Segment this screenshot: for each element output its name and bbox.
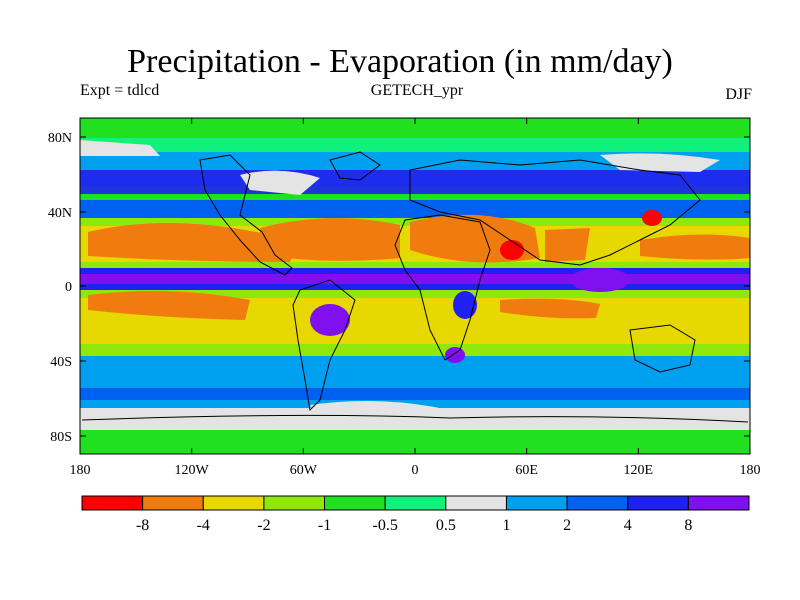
season-label: DJF — [725, 86, 752, 103]
colorbar-label: 8 — [684, 517, 692, 534]
colorbar-swatch — [81, 495, 144, 511]
lat-tick-label: 40N — [48, 206, 72, 221]
dataset-label: GETECH_ypr — [370, 82, 464, 99]
colorbar-label: -2 — [257, 517, 270, 534]
colorbar-label: 4 — [624, 517, 632, 534]
colorbar-swatch — [324, 495, 386, 511]
lon-tick-label: 60W — [290, 463, 318, 478]
lon-tick-label: 60E — [515, 463, 538, 478]
lon-tick-label: 120E — [624, 463, 654, 478]
colorbar-label: 1 — [502, 517, 510, 534]
experiment-label: Expt = tdlcd — [80, 82, 160, 99]
colorbar-swatch — [445, 495, 507, 511]
map-plot — [80, 118, 750, 454]
colorbar-swatch — [384, 495, 447, 511]
lon-tick-label: 180 — [740, 463, 761, 478]
colorbar-swatch — [263, 495, 326, 511]
colorbar-swatch — [202, 495, 265, 511]
colorbar-label: 2 — [563, 517, 571, 534]
colorbar-swatch — [627, 495, 689, 511]
lat-tick-label: 80N — [48, 131, 72, 146]
colorbar-label: -8 — [136, 517, 149, 534]
colorbar-label: 0.5 — [436, 517, 456, 534]
latitude-axis: 80N 40N 0 40S 80S — [48, 131, 750, 445]
longitude-axis: 180 120W 60W 0 60E 120E 180 — [70, 118, 761, 478]
colorbar-label: -0.5 — [373, 517, 398, 534]
colorbar-label: -4 — [197, 517, 210, 534]
colorbar-swatch — [505, 495, 568, 511]
colorbar-swatch — [687, 495, 750, 511]
lon-tick-label: 120W — [175, 463, 210, 478]
colorbar-swatch — [142, 495, 204, 511]
colorbar: -8 -4 -2 -1 -0.5 0.5 1 2 4 8 — [81, 495, 750, 534]
lat-tick-label: 0 — [65, 280, 72, 295]
lon-tick-label: 0 — [412, 463, 419, 478]
lon-tick-label: 180 — [70, 463, 91, 478]
colorbar-label: -1 — [318, 517, 331, 534]
chart-title: Precipitation - Evaporation (in mm/day) — [127, 43, 673, 80]
lat-tick-label: 40S — [50, 355, 72, 370]
lat-tick-label: 80S — [50, 430, 72, 445]
colorbar-swatch — [566, 495, 629, 511]
